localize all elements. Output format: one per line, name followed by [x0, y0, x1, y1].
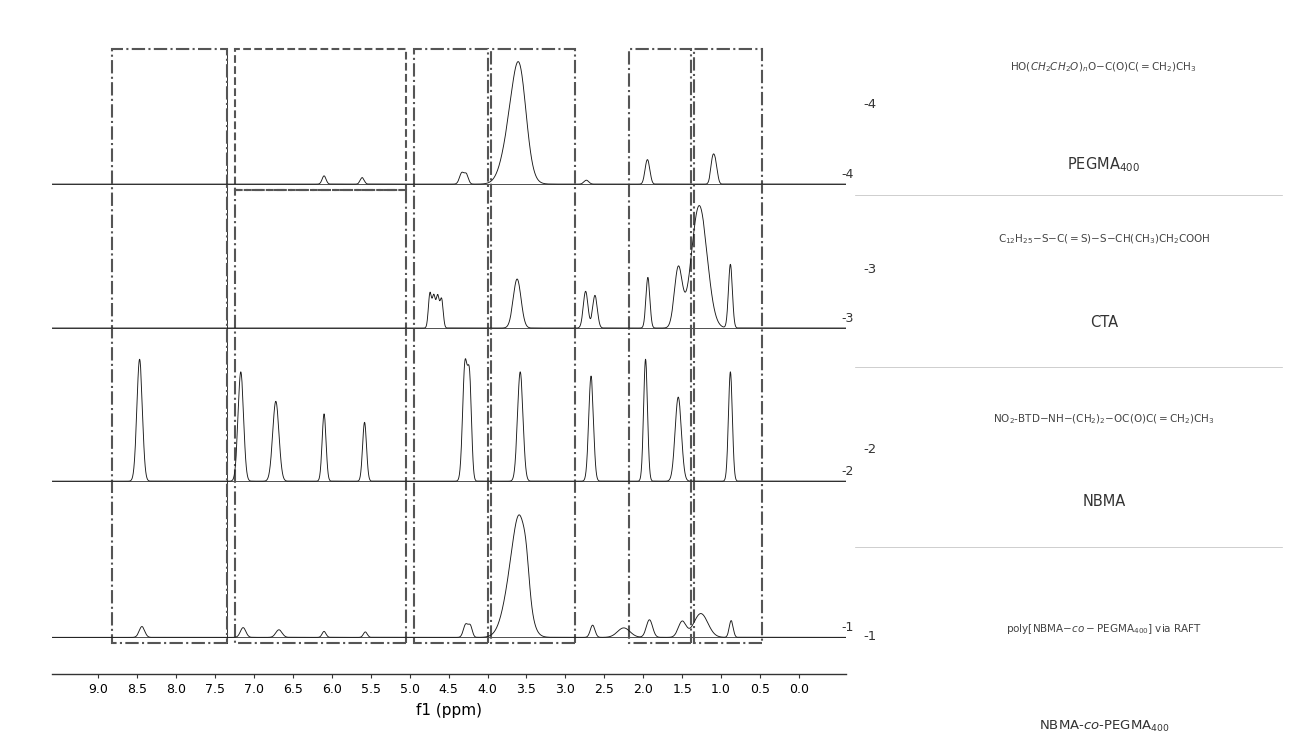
- Text: PEGMA$_{400}$: PEGMA$_{400}$: [1068, 156, 1140, 174]
- Bar: [235, 190, 405, 643]
- Text: -3: -3: [842, 312, 855, 325]
- Text: CTA: CTA: [1090, 315, 1118, 330]
- Text: -1: -1: [864, 630, 877, 643]
- Bar: [413, 49, 488, 643]
- Bar: [492, 49, 574, 643]
- Text: -2: -2: [864, 443, 877, 456]
- Text: NBMA-$co$-PEGMA$_{400}$: NBMA-$co$-PEGMA$_{400}$: [1038, 719, 1170, 734]
- Text: -4: -4: [864, 98, 877, 112]
- Text: HO$(CH_2CH_2O)_n$O$-$C(O)C($=$CH$_2$)CH$_3$: HO$(CH_2CH_2O)_n$O$-$C(O)C($=$CH$_2$)CH$…: [1011, 61, 1197, 74]
- Text: C$_{12}$H$_{25}$$-$S$-$C($=$S)$-$S$-$CH(CH$_3$)CH$_2$COOH: C$_{12}$H$_{25}$$-$S$-$C($=$S)$-$S$-$CH(…: [998, 233, 1210, 246]
- Text: NO$_2$-BTD$-$NH$-$(CH$_2$)$_2$$-$OC(O)C($=$CH$_2$)CH$_3$: NO$_2$-BTD$-$NH$-$(CH$_2$)$_2$$-$OC(O)C(…: [993, 413, 1215, 426]
- Text: -4: -4: [842, 168, 855, 181]
- X-axis label: f1 (ppm): f1 (ppm): [416, 703, 482, 718]
- Text: NBMA: NBMA: [1082, 494, 1126, 509]
- Bar: [629, 49, 692, 643]
- Text: poly[NBMA$-co-$PEGMA$_{400}$] via RAFT: poly[NBMA$-co-$PEGMA$_{400}$] via RAFT: [1006, 622, 1202, 636]
- Text: -1: -1: [842, 621, 855, 634]
- Text: -3: -3: [864, 263, 877, 276]
- Bar: [693, 49, 762, 643]
- Bar: [235, 49, 405, 190]
- Text: -2: -2: [842, 465, 855, 478]
- Bar: [112, 49, 227, 643]
